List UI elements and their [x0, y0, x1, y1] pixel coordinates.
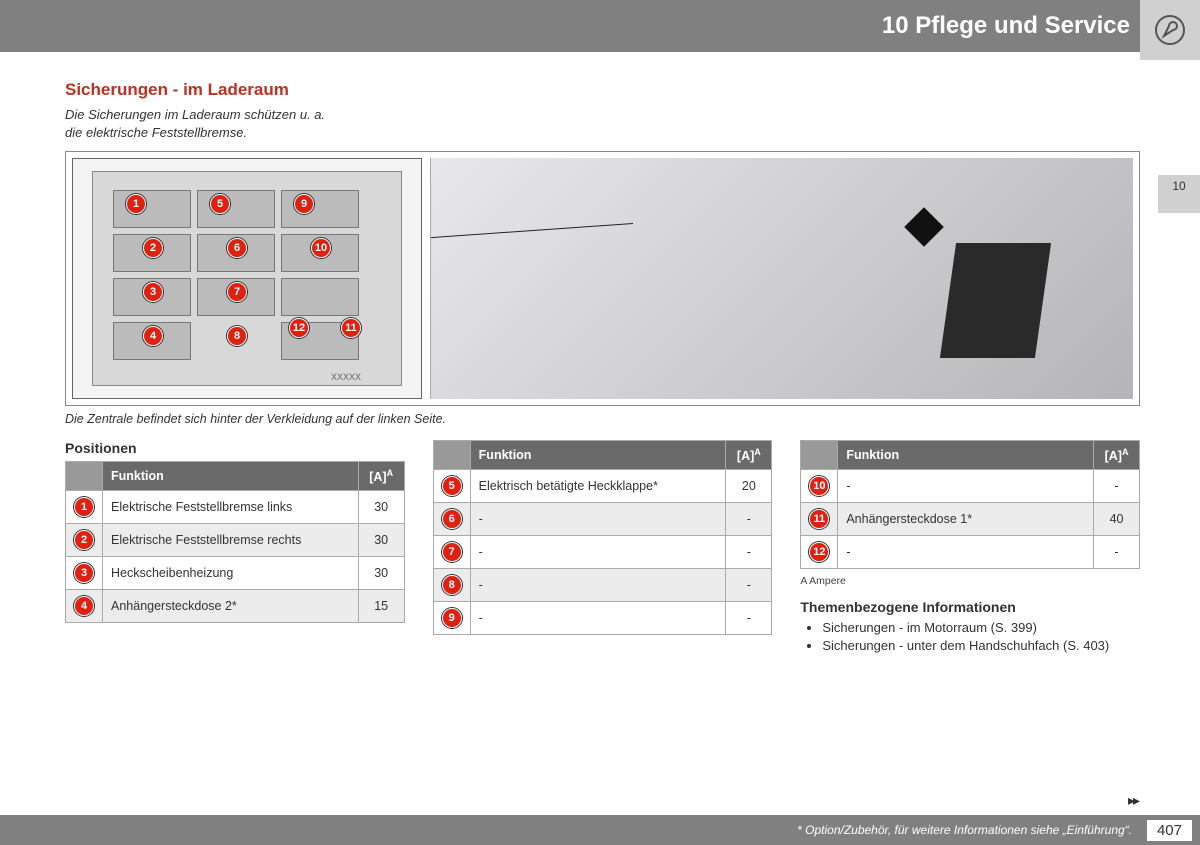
table-row: 12-- [801, 536, 1140, 569]
fusebox-label: XXXXX [331, 372, 361, 382]
fuse-badge: 8 [227, 326, 247, 346]
positions-heading: Positionen [65, 440, 405, 456]
fuse-badge: 10 [311, 238, 331, 258]
fuse-ampere: 40 [1094, 503, 1140, 536]
table-row: 2 Elektrische Feststellbremse rechts30 [66, 524, 405, 557]
fuse-badge: 4 [143, 326, 163, 346]
fuse-number-badge: 4 [74, 596, 94, 616]
fuse-number-badge: 1 [74, 497, 94, 517]
fuse-table-2: Funktion[A]A 5Elektrisch betätigte Heckk… [433, 440, 773, 635]
fuse-function: Elektrisch betätigte Heckklappe* [470, 470, 726, 503]
fuse-ampere: - [1094, 470, 1140, 503]
fuse-badge: 7 [227, 282, 247, 302]
fuse-ampere: - [1094, 536, 1140, 569]
page-number: 407 [1147, 820, 1192, 841]
fuse-number-badge: 3 [74, 563, 94, 583]
fuse-function: - [838, 470, 1094, 503]
fuse-function: - [838, 536, 1094, 569]
diagram-container: 123456789101112 XXXXX [65, 151, 1140, 406]
fuse-badge: 3 [143, 282, 163, 302]
table-row: 10-- [801, 470, 1140, 503]
table-row: 6-- [433, 503, 772, 536]
diagram-caption: Die Zentrale befindet sich hinter der Ve… [65, 412, 1140, 426]
fuse-ampere: 30 [358, 491, 404, 524]
fusebox-frame: 123456789101112 XXXXX [72, 158, 422, 399]
page-content: Sicherungen - im Laderaum Die Sicherunge… [65, 80, 1140, 656]
fuse-badge: 6 [227, 238, 247, 258]
fuse-function: - [470, 602, 726, 635]
fuse-number-badge: 9 [442, 608, 462, 628]
fuse-ampere: 30 [358, 557, 404, 590]
fuse-badge: 2 [143, 238, 163, 258]
table-row: 3 Heckscheibenheizung30 [66, 557, 405, 590]
related-list: Sicherungen - im Motorraum (S. 399)Siche… [800, 619, 1140, 655]
fuse-function: Anhängersteckdose 2* [103, 590, 359, 623]
fuse-function: Elektrische Feststellbremse rechts [103, 524, 359, 557]
related-item: Sicherungen - unter dem Handschuhfach (S… [822, 637, 1140, 655]
fuse-number-badge: 11 [809, 509, 829, 529]
vehicle-illustration [430, 158, 1133, 399]
fuse-ampere: 15 [358, 590, 404, 623]
fuse-number-badge: 8 [442, 575, 462, 595]
table-row: 7-- [433, 536, 772, 569]
table-row: 11 Anhängersteckdose 1*40 [801, 503, 1140, 536]
fuse-number-badge: 2 [74, 530, 94, 550]
related-item: Sicherungen - im Motorraum (S. 399) [822, 619, 1140, 637]
fuse-number-badge: 7 [442, 542, 462, 562]
fuse-number-badge: 6 [442, 509, 462, 529]
option-footnote: * Option/Zubehör, für weitere Informatio… [797, 823, 1132, 837]
section-subtitle: Die Sicherungen im Laderaum schützen u. … [65, 106, 1140, 141]
fuse-function: - [470, 569, 726, 602]
chapter-header: 10 Pflege und Service [0, 0, 1200, 52]
table-row: 4 Anhängersteckdose 2*15 [66, 590, 405, 623]
table-row: 8-- [433, 569, 772, 602]
fuse-ampere: 20 [726, 470, 772, 503]
fuse-ampere: - [726, 602, 772, 635]
related-heading: Themenbezogene Informationen [800, 599, 1140, 615]
continue-indicator: ▸▸ [1128, 792, 1138, 809]
fuse-ampere: 30 [358, 524, 404, 557]
fuse-badge: 11 [341, 318, 361, 338]
fuse-function: - [470, 536, 726, 569]
fuse-function: Elektrische Feststellbremse links [103, 491, 359, 524]
fuse-function: - [470, 503, 726, 536]
fuse-badge: 5 [210, 194, 230, 214]
fuse-ampere: - [726, 569, 772, 602]
service-icon [1140, 0, 1200, 60]
fuse-function: Anhängersteckdose 1* [838, 503, 1094, 536]
fuse-badge: 12 [289, 318, 309, 338]
chapter-title: 10 Pflege und Service [882, 12, 1130, 40]
fuse-tables-row: Positionen Funktion[A]A 1Elektrische Fes… [65, 440, 1140, 656]
fusebox-diagram: 123456789101112 XXXXX [92, 171, 402, 386]
fuse-ampere: - [726, 503, 772, 536]
fuse-ampere: - [726, 536, 772, 569]
fuse-number-badge: 5 [442, 476, 462, 496]
fuse-table-1: Funktion[A]A 1Elektrische Feststellbrems… [65, 461, 405, 623]
table-row: 5 Elektrisch betätigte Heckklappe*20 [433, 470, 772, 503]
fuse-table-3: Funktion[A]A 10--11Anhängersteckdose 1*4… [800, 440, 1140, 569]
fuse-number-badge: 12 [809, 542, 829, 562]
footer-bar: * Option/Zubehör, für weitere Informatio… [0, 815, 1200, 845]
ampere-footnote: A Ampere [800, 575, 1140, 587]
section-title: Sicherungen - im Laderaum [65, 80, 1140, 100]
chapter-tab: 10 [1158, 175, 1200, 213]
table-row: 1 Elektrische Feststellbremse links30 [66, 491, 405, 524]
fuse-badge: 9 [294, 194, 314, 214]
fuse-badge: 1 [126, 194, 146, 214]
fuse-number-badge: 10 [809, 476, 829, 496]
fuse-function: Heckscheibenheizung [103, 557, 359, 590]
table-row: 9-- [433, 602, 772, 635]
